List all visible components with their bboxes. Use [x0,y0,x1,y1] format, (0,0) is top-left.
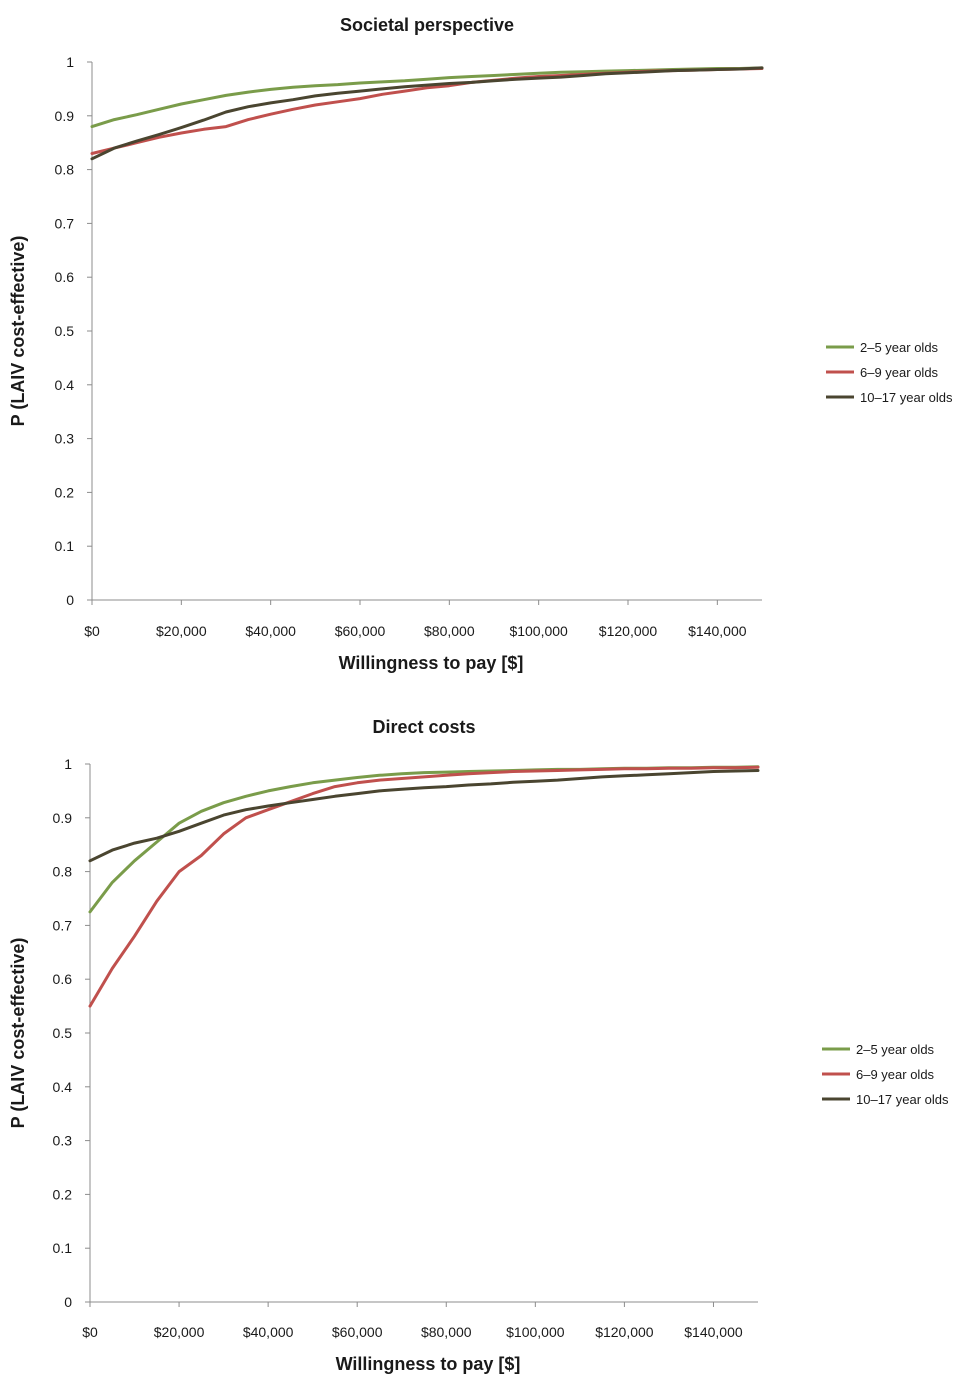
x-tick-label: $120,000 [599,623,658,639]
y-tick-label: 0.4 [55,377,75,393]
y-tick-label: 1 [66,54,74,70]
y-tick-label: 0.4 [53,1079,73,1095]
x-axis-title: Willingness to pay [$] [339,653,524,673]
y-tick-label: 0.6 [53,971,73,987]
legend-label: 6–9 year olds [856,1067,935,1082]
chart-panel-societal: Societal perspective 0 0.1 0.2 0.3 0.4 0.5 0.6 0… [8,15,953,673]
y-tick-label: 0.3 [53,1133,73,1149]
y-tick-label: 0.7 [53,917,73,933]
x-tick-label: $140,000 [684,1324,743,1340]
y-axis-title: P (LAIV cost-effective) [8,236,28,427]
y-tick-label: 0.1 [53,1240,73,1256]
y-tick-label: 0.1 [55,538,75,554]
legend-label: 10–17 year olds [860,390,953,405]
x-tick-label: $100,000 [509,623,568,639]
y-tick-label: 0.9 [53,810,73,826]
y-tick-label: 0.5 [53,1025,73,1041]
x-tick-label: $40,000 [245,623,296,639]
y-tick-label: 0.2 [53,1186,73,1202]
y-tick-label: 0.2 [55,484,75,500]
x-tick-label: $80,000 [424,623,475,639]
y-tick-label: 0.5 [55,323,75,339]
y-axis-title: P (LAIV cost-effective) [8,938,28,1129]
chart-panel-direct-costs: Direct costs 0 0.1 0.2 0.3 0.4 0.5 0.6 0.7 0.8 0.9… [0,700,971,1376]
y-tick-label: 0.8 [55,162,75,178]
x-tick-label: $60,000 [332,1324,383,1340]
x-tick-label: $100,000 [506,1324,565,1340]
chart-title: Societal perspective [340,15,514,35]
series-line-3 [88,769,760,863]
y-tick-label: 0 [64,1294,72,1310]
y-tick-label: 0.8 [53,864,73,880]
legend-label: 2–5 year olds [860,340,939,355]
legend-label: 2–5 year olds [856,1042,935,1057]
y-tick-label: 1 [64,756,72,772]
x-tick-label: $0 [82,1324,98,1340]
y-tick-label: 0.7 [55,215,75,231]
series-line-2 [90,67,764,155]
x-tick-label: $0 [84,623,100,639]
series-line-1 [90,66,764,129]
line-chart-svg: Societal perspective 0 0.1 0.2 0.3 0.4 0.5 0.6 0… [8,15,953,673]
series-line-3 [90,66,764,161]
x-tick-label: $40,000 [243,1324,294,1340]
x-tick-label: $80,000 [421,1324,472,1340]
x-tick-label: $20,000 [156,623,207,639]
x-tick-label: $120,000 [595,1324,654,1340]
legend-label: 10–17 year olds [856,1092,949,1107]
y-tick-label: 0.3 [55,431,75,447]
y-tick-label: 0 [66,592,74,608]
x-tick-label: $140,000 [688,623,747,639]
x-axis-title: Willingness to pay [$] [336,1354,521,1374]
x-tick-label: $20,000 [154,1324,205,1340]
y-tick-label: 0.6 [55,269,75,285]
legend-label: 6–9 year olds [860,365,939,380]
series-line-2 [88,765,760,1008]
chart-title: Direct costs [372,717,475,737]
x-tick-label: $60,000 [335,623,386,639]
y-tick-label: 0.9 [55,108,75,124]
line-chart-svg: Direct costs 0 0.1 0.2 0.3 0.4 0.5 0.6 0.7 0.8 0.9… [8,717,949,1374]
